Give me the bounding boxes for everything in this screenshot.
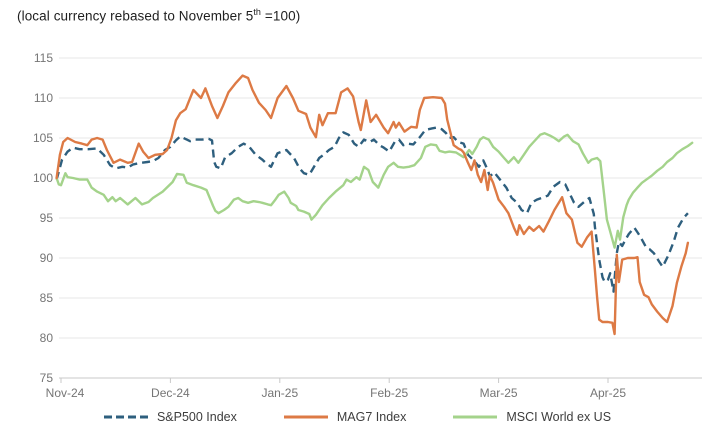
sp500-dashed-line-swatch [103,415,148,419]
y-tick-label: 75 [40,371,54,385]
chart-title-prefix: (local currency rebased to November 5 [17,8,254,24]
legend-label-mag7: MAG7 Index [336,410,407,424]
y-tick-label: 110 [34,91,53,105]
legend-item-msci: MSCI World ex US [452,410,611,424]
y-tick-label: 100 [33,171,53,185]
x-axis: Nov-24 Dec-24 Jan-25 Feb-25 Mar-25 Apr-25 [46,378,626,400]
series-line-msci [55,131,694,249]
x-tick-label: Mar-25 [480,386,518,400]
legend-item-sp500: S&P500 Index [103,410,237,424]
y-tick-label: 85 [40,291,54,305]
series-line-mag7 [55,74,690,336]
legend-label-sp500: S&P500 Index [156,410,237,424]
x-tick-label: Nov-24 [46,386,85,400]
y-tick-label: 105 [33,131,53,145]
y-axis-labels: 75 80 85 90 95 100 105 110 115 [33,51,53,385]
legend-label-msci: MSCI World ex US [506,410,612,424]
x-tick-label: Feb-25 [370,386,408,400]
y-tick-label: 115 [34,51,53,65]
legend-item-mag7: MAG7 Index [283,410,406,424]
chart-legend: S&P500 Index MAG7 Index MSCI World ex US [0,410,714,424]
series-line-sp500 [55,126,689,293]
y-tick-label: 80 [40,331,54,345]
x-tick-label: Jan-25 [261,386,298,400]
x-tick-label: Apr-25 [590,386,626,400]
gridlines [59,57,702,379]
y-tick-label: 95 [40,211,54,225]
chart-title: (local currency rebased to November 5th … [17,7,300,24]
y-tick-label: 90 [40,251,54,265]
msci-line-swatch [453,415,498,419]
chart-title-superscript: th [253,7,262,17]
chart-title-suffix: =100) [261,8,301,24]
x-tick-label: Dec-24 [151,386,190,400]
mag7-line-swatch [283,415,328,419]
